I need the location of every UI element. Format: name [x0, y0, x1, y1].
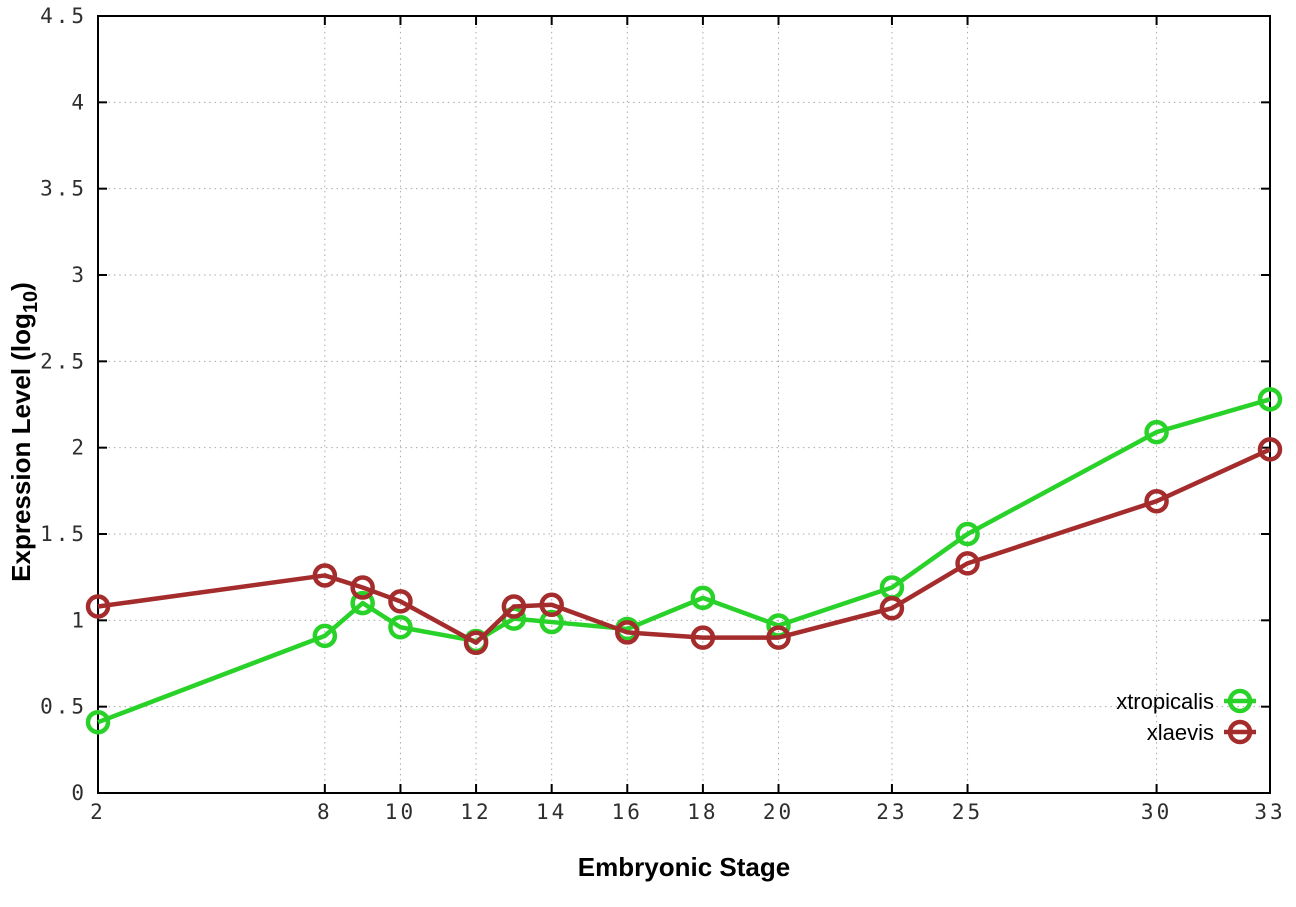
legend-label-xtropicalis: xtropicalis — [1116, 689, 1214, 714]
plot-border — [97, 15, 1271, 794]
data-point-marker-xlaevis — [690, 625, 716, 650]
y-tick-label: 1 — [71, 608, 87, 632]
series-line-xtropicalis — [97, 397, 1271, 725]
series-line-xlaevis — [97, 447, 1271, 646]
y-axis-label-main: Expression Level (log — [6, 313, 36, 582]
y-tick-label: 1.5 — [40, 522, 87, 546]
data-point-marker-xtropicalis — [690, 585, 716, 611]
data-point-marker-xtropicalis — [312, 623, 338, 649]
y-axis-label-close: ) — [6, 282, 36, 291]
data-point-marker-xtropicalis — [388, 614, 413, 640]
x-tick-label: 33 — [1254, 800, 1285, 824]
x-tick-label: 10 — [385, 800, 416, 824]
y-tick-label: 0 — [71, 781, 87, 805]
tick-layer — [97, 15, 1271, 794]
data-point-marker-xtropicalis — [85, 709, 111, 735]
data-point-marker-xlaevis — [766, 625, 791, 650]
y-tick-label: 4.5 — [40, 4, 87, 28]
data-point-marker-xtropicalis — [955, 521, 980, 547]
legend-marker-xlaevis — [1227, 719, 1253, 745]
legend-marker-xtropicalis — [1227, 688, 1253, 714]
y-tick-label: 2 — [71, 436, 87, 460]
data-point-marker-xlaevis — [463, 630, 489, 656]
data-point-marker-xlaevis — [312, 563, 338, 588]
legend-item-xlaevis: xlaevis — [1147, 719, 1256, 745]
data-point-marker-xlaevis — [350, 575, 375, 600]
y-tick-label: 3.5 — [40, 177, 87, 201]
y-tick-label: 2.5 — [40, 349, 87, 373]
data-point-marker-xlaevis — [539, 592, 564, 618]
data-point-marker-xlaevis — [1257, 437, 1283, 462]
tick-label-layer: 2 8 10 12 14 16 18 20 23 25 30 33 0 0.5 1 1.5 2 2.5 3 3.5 4 4… — [40, 4, 1285, 824]
data-point-marker-xlaevis — [1144, 488, 1169, 514]
x-tick-label: 16 — [612, 800, 643, 824]
x-tick-label: 20 — [763, 800, 794, 824]
data-point-marker-xlaevis — [501, 594, 527, 619]
legend: xtropicalis xlaevis — [1116, 688, 1256, 745]
data-point-marker-xtropicalis — [1257, 387, 1283, 412]
legend-item-xtropicalis: xtropicalis — [1116, 688, 1256, 714]
y-axis-label-subscript: 10 — [20, 291, 42, 313]
x-tick-label: 12 — [460, 800, 491, 824]
x-tick-label: 30 — [1141, 800, 1172, 824]
data-point-marker-xlaevis — [615, 620, 640, 645]
data-point-marker-xtropicalis — [350, 590, 375, 616]
data-point-marker-xtropicalis — [1144, 419, 1169, 445]
x-tick-label: 8 — [317, 800, 333, 824]
data-point-marker-xlaevis — [388, 589, 413, 614]
x-tick-label: 23 — [876, 800, 907, 824]
data-point-marker-xlaevis — [955, 551, 980, 576]
x-tick-label: 14 — [536, 800, 567, 824]
data-point-marker-xlaevis — [85, 594, 111, 619]
y-tick-label: 4 — [71, 90, 87, 114]
legend-label-xlaevis: xlaevis — [1147, 720, 1214, 745]
y-axis-label: Expression Level (log10) — [6, 282, 42, 582]
y-tick-label: 3 — [71, 263, 87, 287]
data-point-marker-xtropicalis — [539, 609, 564, 635]
x-tick-label: 25 — [952, 800, 983, 824]
y-tick-label: 0.5 — [40, 695, 87, 719]
x-axis-label: Embryonic Stage — [578, 852, 790, 882]
grid-layer — [98, 16, 1270, 793]
data-point-marker-xlaevis — [879, 595, 905, 621]
x-tick-label: 18 — [687, 800, 718, 824]
series-layer — [85, 387, 1283, 735]
x-tick-label: 2 — [90, 800, 106, 824]
